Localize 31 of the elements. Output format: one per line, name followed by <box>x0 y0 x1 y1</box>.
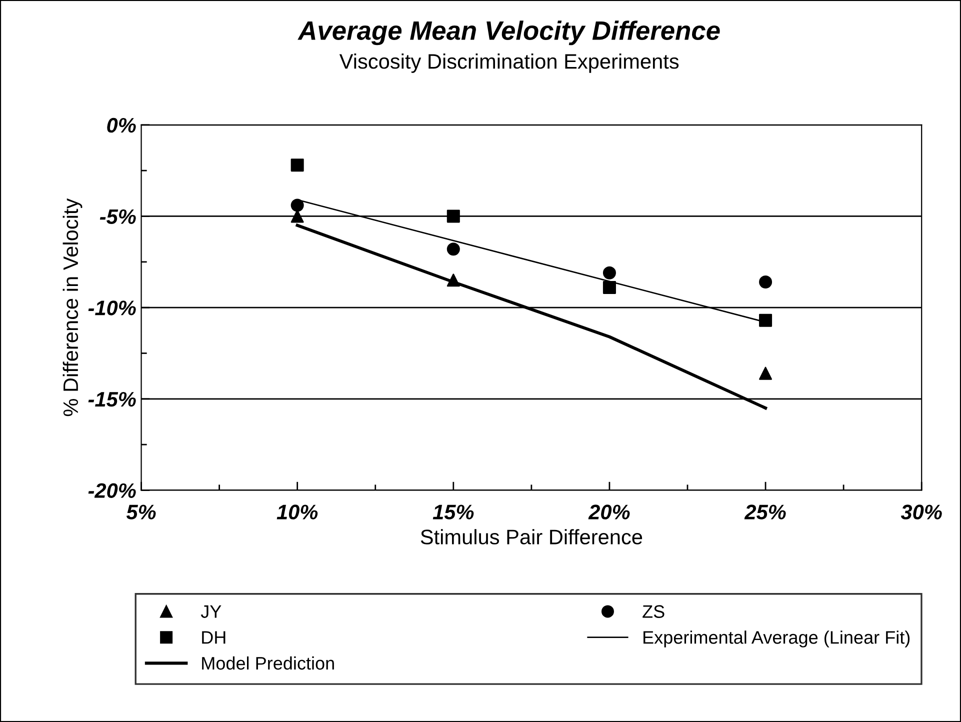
x-tick-label: 15% <box>432 504 474 520</box>
y-tick-label: -15% <box>88 392 136 407</box>
point <box>759 366 772 380</box>
point <box>290 210 304 223</box>
legend-label: Model Prediction <box>202 656 334 670</box>
point <box>759 275 772 289</box>
point <box>290 198 304 212</box>
legend-label: DH <box>202 631 226 644</box>
y-tick-label: 0% <box>107 118 136 133</box>
point <box>759 314 772 327</box>
y-tick-label: -20% <box>88 483 136 498</box>
legend-label: ZS <box>642 605 664 618</box>
point <box>602 266 616 280</box>
point <box>446 274 460 287</box>
x-tick-label: 20% <box>588 504 630 520</box>
x-tick-label: 10% <box>276 504 318 520</box>
point <box>602 280 616 294</box>
point <box>446 210 460 223</box>
legend-label: JY <box>200 605 222 618</box>
legend-label: Experimental Average (Linear Fit) <box>644 630 910 648</box>
point <box>446 242 460 256</box>
point <box>290 158 304 172</box>
chart-subtitle: Viscosity Discrimination Experiments <box>339 53 679 73</box>
y-axis-title: % Difference in Velocity <box>62 198 82 416</box>
x-tick-label: 25% <box>744 504 786 520</box>
x-tick-label: 30% <box>900 504 942 520</box>
y-tick-label: -5% <box>100 209 136 224</box>
x-tick-label: 5% <box>126 504 156 520</box>
y-tick-label: -10% <box>88 300 136 316</box>
chart-title: Average Mean Velocity Difference <box>298 20 720 46</box>
x-axis-title: Stimulus Pair Difference <box>420 529 642 544</box>
